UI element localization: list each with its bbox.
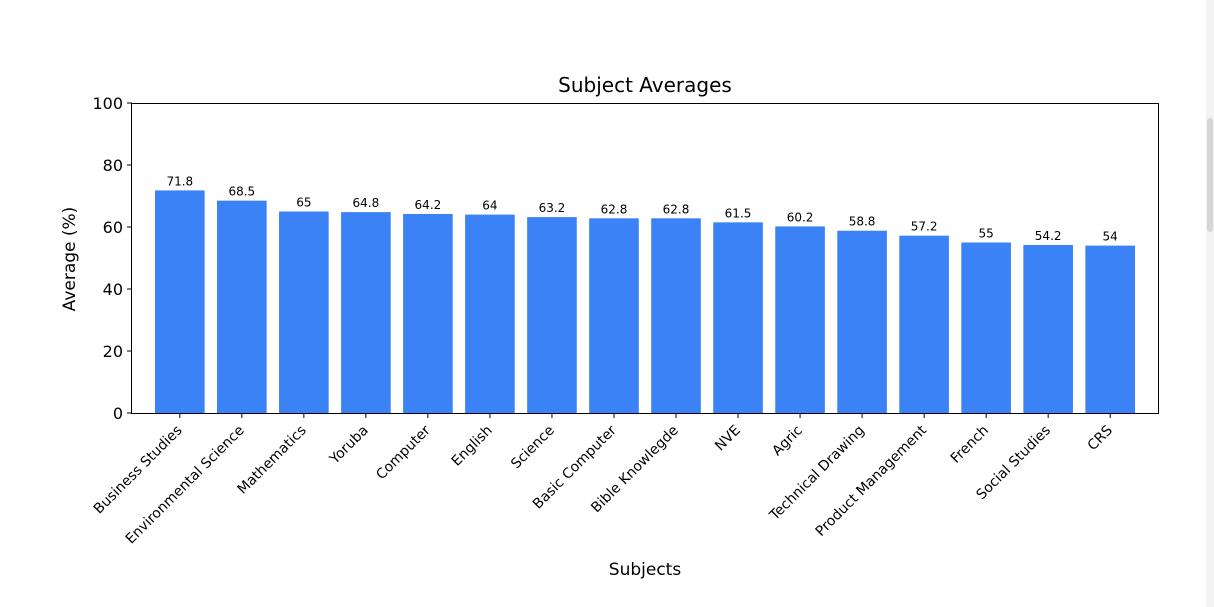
x-tick-label: Computer [373,422,434,483]
data-label: 62.8 [663,202,690,216]
bar [899,235,949,413]
bar [217,200,267,413]
bar [341,212,391,413]
data-label: 64.2 [415,198,442,212]
x-tick-label: French [948,423,992,467]
data-label: 55 [978,227,993,241]
x-tick-label: Product Management [813,422,931,540]
data-label: 71.8 [166,174,193,188]
x-tick-label: Science [508,423,558,473]
x-tick-label: English [449,423,496,470]
data-label: 54.2 [1035,229,1062,243]
scrollbar-track[interactable] [1206,0,1214,607]
bar [961,242,1011,413]
y-tick-label: 80 [103,156,123,175]
data-label: 57.2 [911,220,938,234]
y-axis: 0 20 40 60 80 100 [92,94,132,423]
bar [155,190,205,413]
y-tick-label: 40 [103,280,123,299]
data-label: 64 [482,199,497,213]
bar [465,214,515,413]
bar [1023,244,1073,413]
data-label: 61.5 [725,206,752,220]
bar [527,217,577,413]
plot-frame [131,103,1159,414]
y-tick-label: 20 [103,342,123,361]
data-labels-group: 71.8 68.5 65 64.8 64.2 64 63.2 62.8 62.8 61.5 60.2… [166,174,1117,243]
bar [713,222,763,413]
bar [837,230,887,413]
data-label: 58.8 [849,215,876,229]
bar [775,226,825,413]
x-tick-label: NVE [712,423,744,455]
data-label: 63.2 [539,201,566,215]
bars-group [155,190,1135,413]
data-label: 54 [1103,230,1118,244]
data-label: 62.8 [601,202,628,216]
bar [651,218,701,413]
data-label: 64.8 [353,196,380,210]
bar [403,213,453,413]
x-axis-label: Subjects [609,560,682,580]
data-label: 68.5 [228,185,255,199]
bar [279,211,329,413]
bar [1085,245,1135,413]
scrollbar-thumb[interactable] [1207,118,1213,232]
y-tick-label: 60 [103,218,123,237]
y-axis-label: Average (%) [60,207,80,312]
data-label: 65 [296,196,311,210]
data-label: 60.2 [787,210,814,224]
y-tick-label: 0 [113,404,123,423]
x-tick-label: Environmental Science [123,423,248,548]
x-tick-label: Agric [769,423,806,460]
chart-title: Subject Averages [558,73,732,97]
x-tick-label: Yoruba [326,423,372,469]
y-tick-label: 100 [92,94,123,113]
x-tick-label: CRS [1085,422,1116,453]
bar [589,218,639,413]
